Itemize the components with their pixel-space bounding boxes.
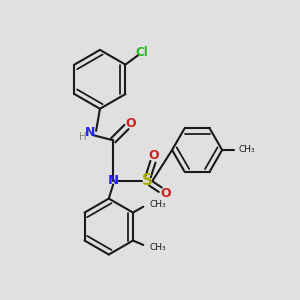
Text: N: N bbox=[108, 174, 119, 188]
Text: H: H bbox=[79, 132, 87, 142]
Text: CH₃: CH₃ bbox=[149, 243, 166, 252]
Text: CH₃: CH₃ bbox=[149, 200, 166, 209]
Text: S: S bbox=[142, 173, 153, 188]
Text: O: O bbox=[149, 148, 159, 161]
Text: O: O bbox=[125, 117, 136, 130]
Text: O: O bbox=[160, 187, 171, 200]
Text: N: N bbox=[85, 126, 95, 139]
Text: CH₃: CH₃ bbox=[238, 146, 255, 154]
Text: Cl: Cl bbox=[135, 46, 148, 59]
